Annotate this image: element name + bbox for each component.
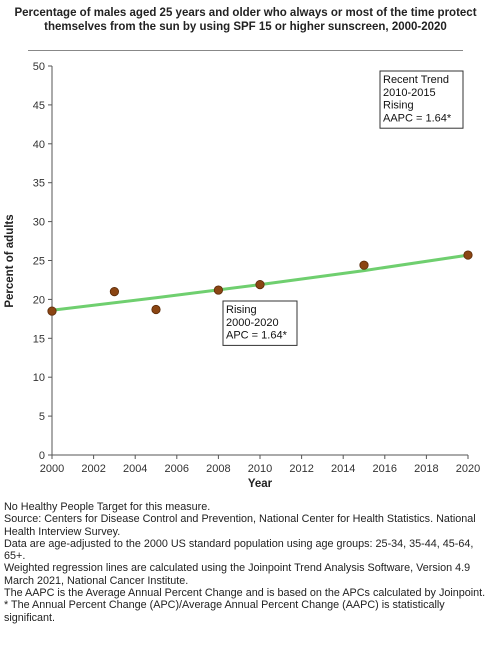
annotation-line: AAPC = 1.64* xyxy=(383,112,452,124)
y-tick-label: 25 xyxy=(33,256,45,268)
x-tick-label: 2018 xyxy=(414,463,438,475)
footnotes: No Healthy People Target for this measur… xyxy=(4,501,490,624)
y-tick-label: 30 xyxy=(33,217,45,229)
annotation-line: Rising xyxy=(383,100,414,112)
y-tick-label: 40 xyxy=(33,139,45,151)
annotation-line: Rising xyxy=(226,304,257,316)
footnote: The AAPC is the Average Annual Percent C… xyxy=(4,587,486,600)
x-tick-label: 2006 xyxy=(165,463,189,475)
annotation-box xyxy=(222,300,298,346)
footnote: Source: Centers for Disease Control and … xyxy=(4,513,476,538)
x-tick-label: 2008 xyxy=(206,463,230,475)
annotation-line: Recent Trend xyxy=(383,74,449,86)
y-tick-label: 15 xyxy=(33,333,45,345)
x-tick-label: 2012 xyxy=(289,463,313,475)
y-tick-label: 20 xyxy=(33,294,45,306)
annotation-line: 2010-2015 xyxy=(383,87,436,99)
chart-title: Percentage of males aged 25 years and ol… xyxy=(14,7,477,33)
x-tick-label: 2004 xyxy=(123,463,147,475)
data-point xyxy=(359,260,369,270)
title-divider xyxy=(28,50,463,51)
y-tick-label: 35 xyxy=(33,178,45,190)
y-axis-title: Percent of adults xyxy=(4,214,16,307)
annotation-line: 2000-2020 xyxy=(226,317,279,329)
x-tick-label: 2002 xyxy=(81,463,105,475)
x-tick-label: 2014 xyxy=(331,463,355,475)
footnote: * The Annual Percent Change (APC)/Averag… xyxy=(4,599,445,624)
annotation-line: APC = 1.64* xyxy=(226,330,288,342)
chart: 0 5 10 15 20 25 30 35 40 45 50 2000 2002 2004 2006 2008… xyxy=(4,61,480,490)
data-point xyxy=(255,280,265,290)
x-tick-label: 2020 xyxy=(456,463,480,475)
data-point xyxy=(47,306,57,316)
y-tick-label: 0 xyxy=(39,450,45,462)
data-point xyxy=(151,304,161,315)
x-tick-label: 2000 xyxy=(40,463,64,475)
x-tick-label: 2010 xyxy=(248,463,272,475)
y-tick-label: 45 xyxy=(33,100,45,112)
footnote: No Healthy People Target for this measur… xyxy=(4,501,211,513)
data-point xyxy=(463,250,473,260)
points-layer xyxy=(47,250,473,316)
x-axis-title: Year xyxy=(248,478,273,490)
footnote: Weighted regression lines are calculated… xyxy=(4,562,471,587)
y-tick-label: 10 xyxy=(33,372,45,384)
y-tick-label: 5 xyxy=(39,411,45,423)
y-tick-label: 50 xyxy=(33,61,45,73)
data-point xyxy=(213,285,223,295)
annotation-box xyxy=(379,70,464,129)
axes: 0 5 10 15 20 25 30 35 40 45 50 2000 2002 2004 2006 2008… xyxy=(33,61,480,475)
x-tick-label: 2016 xyxy=(373,463,397,475)
data-point xyxy=(109,287,120,297)
footnote: Data are age-adjusted to the 2000 US sta… xyxy=(4,537,474,563)
